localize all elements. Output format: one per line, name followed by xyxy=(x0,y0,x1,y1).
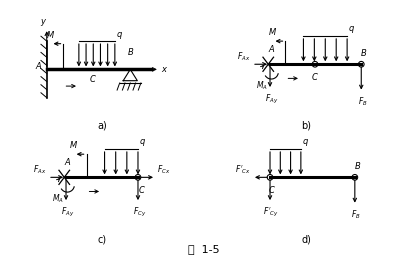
Text: $F_{Ay}$: $F_{Ay}$ xyxy=(265,93,278,106)
Text: $M_A$: $M_A$ xyxy=(256,80,268,92)
Text: $F'_{Cx}$: $F'_{Cx}$ xyxy=(235,163,251,176)
Text: d): d) xyxy=(301,234,311,244)
Text: $F_B$: $F_B$ xyxy=(351,208,361,221)
Text: C: C xyxy=(139,186,145,195)
Text: q: q xyxy=(348,24,354,33)
Text: q: q xyxy=(139,137,145,146)
Text: $F_{Ax}$: $F_{Ax}$ xyxy=(237,50,251,63)
Text: x: x xyxy=(161,65,166,74)
Text: C: C xyxy=(268,186,274,195)
Text: $F_B$: $F_B$ xyxy=(358,95,368,108)
Text: b): b) xyxy=(301,121,311,131)
Text: C: C xyxy=(90,75,96,84)
Text: M: M xyxy=(70,141,78,150)
Text: a): a) xyxy=(97,121,107,131)
Text: M: M xyxy=(47,31,54,40)
Text: $F_{Cx}$: $F_{Cx}$ xyxy=(157,163,171,176)
Text: q: q xyxy=(302,137,308,146)
Text: 图  1-5: 图 1-5 xyxy=(188,244,220,254)
Text: $M_A$: $M_A$ xyxy=(52,193,64,205)
Text: $F'_{Cy}$: $F'_{Cy}$ xyxy=(264,206,279,219)
Text: y: y xyxy=(40,17,45,26)
Text: $F_{Ax}$: $F_{Ax}$ xyxy=(33,163,47,176)
Text: c): c) xyxy=(98,234,106,244)
Text: M: M xyxy=(269,28,276,37)
Text: B: B xyxy=(361,49,367,58)
Text: $F_{Cy}$: $F_{Cy}$ xyxy=(133,206,146,219)
Text: A: A xyxy=(268,45,274,54)
Text: A: A xyxy=(64,158,70,167)
Text: B: B xyxy=(127,48,133,57)
Text: B: B xyxy=(355,162,360,171)
Text: $F_{Ay}$: $F_{Ay}$ xyxy=(61,206,74,219)
Text: q: q xyxy=(116,30,122,39)
Text: C: C xyxy=(312,73,318,82)
Text: A: A xyxy=(36,62,42,71)
